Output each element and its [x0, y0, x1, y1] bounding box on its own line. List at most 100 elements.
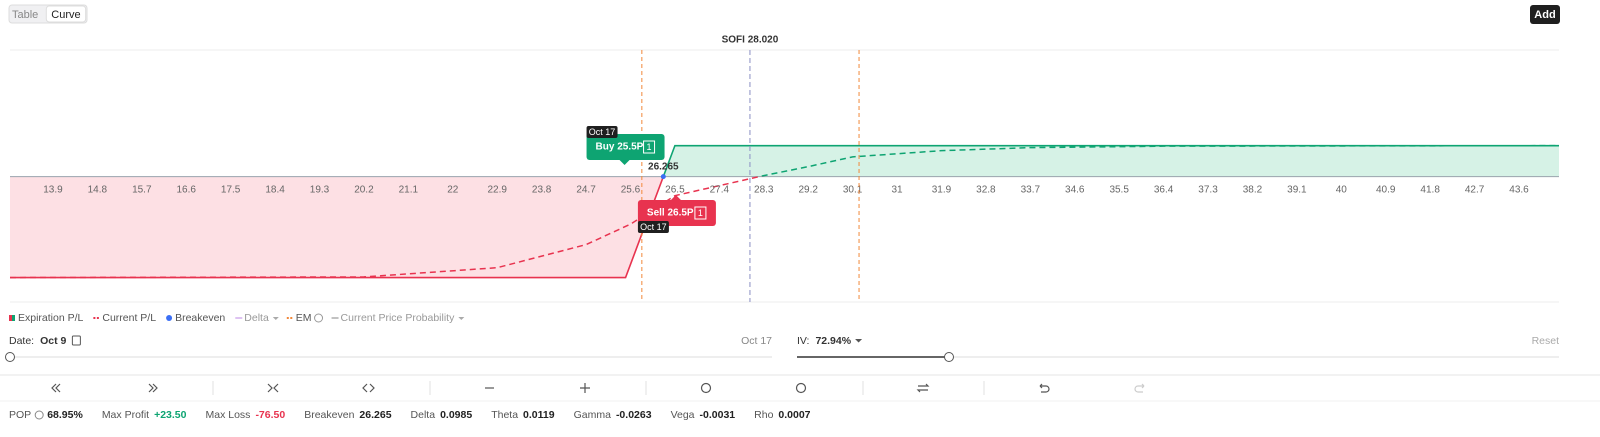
- stat-label: Rho: [754, 409, 773, 421]
- tab-active: [45, 5, 87, 23]
- x-tick-label: 18.4: [265, 184, 285, 195]
- icon-zoom-in[interactable]: [580, 383, 590, 393]
- x-tick-label: 33.7: [1021, 184, 1041, 195]
- legend-label[interactable]: Breakeven: [175, 312, 225, 324]
- stat-label: POP: [9, 409, 31, 421]
- stat-value: +23.50: [154, 409, 187, 421]
- price-label: SOFI 28.020: [722, 35, 779, 46]
- stat-label: Delta: [411, 409, 436, 421]
- stat-label: Max Loss: [206, 409, 251, 421]
- legend-label[interactable]: Expiration P/L: [18, 312, 84, 324]
- x-tick-label: 39.1: [1287, 184, 1307, 195]
- leg-label: Sell 26.5P: [647, 208, 694, 219]
- leg-qty-box: [643, 140, 656, 154]
- dropdown-caret: [458, 317, 465, 320]
- toolbar: [51, 381, 1145, 395]
- icon-swap[interactable]: [916, 383, 930, 393]
- x-tick-label: 40.9: [1376, 184, 1396, 195]
- x-tick-label: 41.8: [1420, 184, 1440, 195]
- x-tick-label: 28.3: [754, 184, 774, 195]
- icon-narrow[interactable]: [267, 383, 279, 393]
- legend-marker: [9, 315, 12, 321]
- tab-label[interactable]: Curve: [51, 9, 80, 21]
- stat-value: 0.0119: [523, 409, 555, 421]
- x-tick-label: 32.8: [976, 184, 996, 195]
- x-tick-label: 36.4: [1154, 184, 1174, 195]
- leg-label: Buy 25.5P: [596, 142, 644, 153]
- x-tick-label: 23.8: [532, 184, 552, 195]
- x-tick-label: 40: [1336, 184, 1348, 195]
- legend-label[interactable]: Current Price Probability: [341, 312, 456, 324]
- leg-qty: 1: [647, 142, 652, 152]
- x-tick-label: 17.5: [221, 184, 241, 195]
- iv-label: IV:: [797, 335, 809, 347]
- icon-forward[interactable]: [795, 382, 807, 394]
- dropdown-caret: [272, 317, 279, 320]
- x-tick-label: 22: [447, 184, 459, 195]
- legend-label[interactable]: EM: [296, 312, 312, 324]
- stat-value: 26.265: [359, 409, 391, 421]
- date-end: Oct 17: [741, 335, 772, 347]
- x-tick-label: 29.2: [798, 184, 818, 195]
- x-tick-label: 25.6: [621, 184, 641, 195]
- legend-label[interactable]: Current P/L: [102, 312, 156, 324]
- x-tick-label: 14.8: [88, 184, 108, 195]
- stat-label: Theta: [491, 409, 518, 421]
- leg-pointer: [619, 160, 630, 165]
- x-tick-label: 31: [891, 184, 903, 195]
- icon-redo[interactable]: [1134, 383, 1145, 393]
- icon-shift-left[interactable]: [51, 383, 61, 393]
- add-label[interactable]: Add: [1534, 9, 1555, 21]
- iv-value[interactable]: 72.94%: [815, 335, 851, 347]
- current-pl-line: [9, 144, 1560, 279]
- breakeven-dot: [660, 174, 666, 180]
- x-tick-label: 13.9: [43, 184, 63, 195]
- icon-shift-right[interactable]: [148, 383, 158, 393]
- stat-value: 68.95%: [47, 409, 83, 421]
- stat-value: 0.0007: [778, 409, 810, 421]
- breakeven-label: 26.265: [648, 161, 679, 172]
- leg-date-tag: [586, 126, 618, 138]
- x-tick-label: 26.5: [665, 184, 685, 195]
- leg-pointer: [670, 195, 681, 200]
- stat-value: 0.0985: [440, 409, 472, 421]
- x-tick-label: 15.7: [132, 184, 152, 195]
- dropdown-caret: [855, 339, 863, 343]
- x-tick-label: 38.2: [1243, 184, 1263, 195]
- date-label: Date:: [9, 335, 34, 347]
- icon-undo[interactable]: [1039, 383, 1050, 393]
- tab-label[interactable]: Table: [12, 9, 38, 21]
- x-tick-label: 42.7: [1465, 184, 1485, 195]
- iv-slider-knob[interactable]: [944, 352, 954, 362]
- info-icon: [34, 410, 44, 420]
- x-tick-label: 16.6: [176, 184, 196, 195]
- x-tick-label: 31.9: [932, 184, 952, 195]
- x-tick-label: 43.6: [1509, 184, 1529, 195]
- x-tick-label: 21.1: [399, 184, 419, 195]
- icon-widen[interactable]: [362, 383, 375, 393]
- stat-value: -0.0031: [700, 409, 736, 421]
- add-button[interactable]: [1530, 5, 1560, 24]
- stat-value: -0.0263: [616, 409, 652, 421]
- date-slider-knob[interactable]: [5, 352, 15, 362]
- icon-history[interactable]: [700, 382, 712, 394]
- toolbar-separators: [212, 381, 985, 395]
- leg-date: Oct 17: [640, 222, 667, 232]
- leg-date: Oct 17: [589, 127, 616, 137]
- x-tick-label: 37.3: [1198, 184, 1218, 195]
- x-tick-label: 35.5: [1109, 184, 1129, 195]
- legend-label[interactable]: Delta: [244, 312, 269, 324]
- stat-label: Breakeven: [304, 409, 354, 421]
- date-value[interactable]: Oct 9: [40, 335, 66, 347]
- x-tick-label: 24.7: [576, 184, 596, 195]
- leg-qty-box: [694, 206, 707, 220]
- stat-value: -76.50: [255, 409, 285, 421]
- legend-marker: [166, 315, 173, 321]
- x-tick-label: 34.6: [1065, 184, 1085, 195]
- reset-button[interactable]: Reset: [1532, 335, 1560, 347]
- calendar-icon: [71, 335, 81, 346]
- expiration-area: [10, 145, 1559, 278]
- stat-label: Max Profit: [102, 409, 149, 421]
